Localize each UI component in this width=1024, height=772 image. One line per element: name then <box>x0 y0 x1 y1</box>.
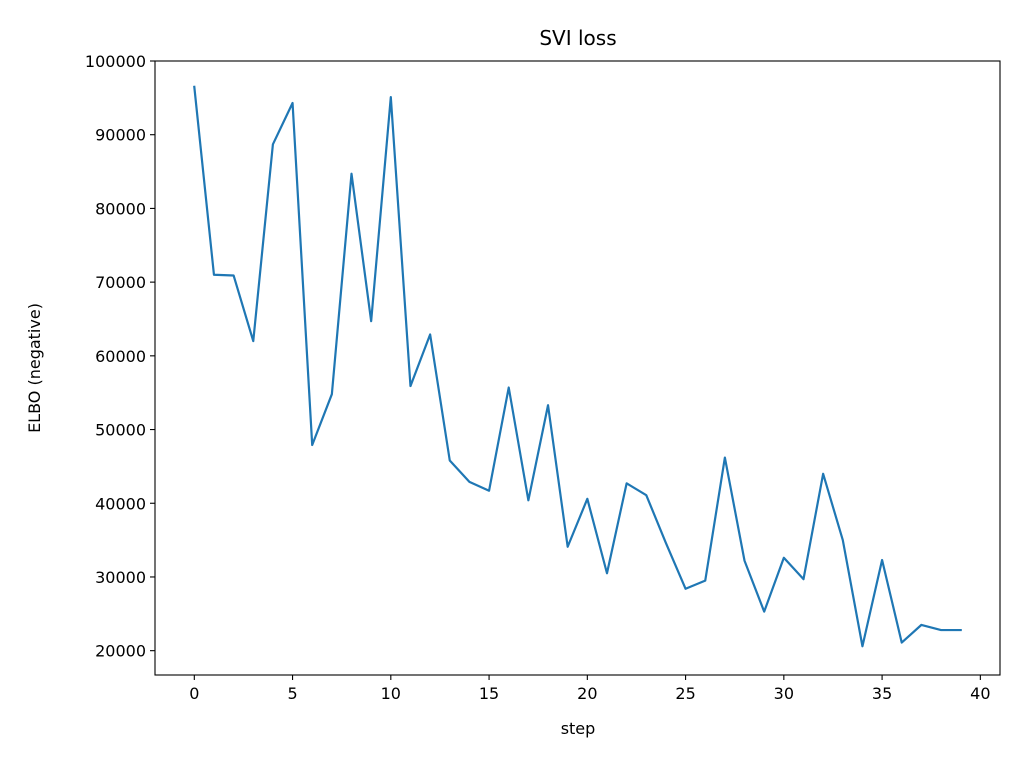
x-axis-label: step <box>561 719 596 738</box>
y-tick-label: 60000 <box>95 347 146 366</box>
y-tick-label: 40000 <box>95 494 146 513</box>
y-tick-label: 90000 <box>95 126 146 145</box>
series-line <box>193 85 962 648</box>
y-tick-label: 80000 <box>95 199 146 218</box>
x-tick-label: 15 <box>479 684 499 703</box>
x-tick-label: 5 <box>287 684 297 703</box>
y-tick-label: 50000 <box>95 421 146 440</box>
y-tick-label: 100000 <box>85 52 146 71</box>
plot-frame <box>154 60 1001 676</box>
x-tick-label: 40 <box>970 684 990 703</box>
y-tick-label: 30000 <box>95 568 146 587</box>
x-tick-label: 10 <box>381 684 401 703</box>
x-tick-label: 0 <box>189 684 199 703</box>
y-tick-label: 70000 <box>95 273 146 292</box>
y-axis-label: ELBO (negative) <box>25 303 44 433</box>
plot-layer <box>193 85 962 648</box>
chart-title: SVI loss <box>539 26 616 50</box>
x-tick-label: 35 <box>872 684 892 703</box>
x-tick-label: 20 <box>577 684 597 703</box>
y-tick-label: 20000 <box>95 642 146 661</box>
x-tick-label: 25 <box>675 684 695 703</box>
axes-layer: 0 5 10 15 20 25 30 35 40 20000 30000 40000 50000 6000… <box>85 52 1001 703</box>
x-tick-label: 30 <box>774 684 794 703</box>
